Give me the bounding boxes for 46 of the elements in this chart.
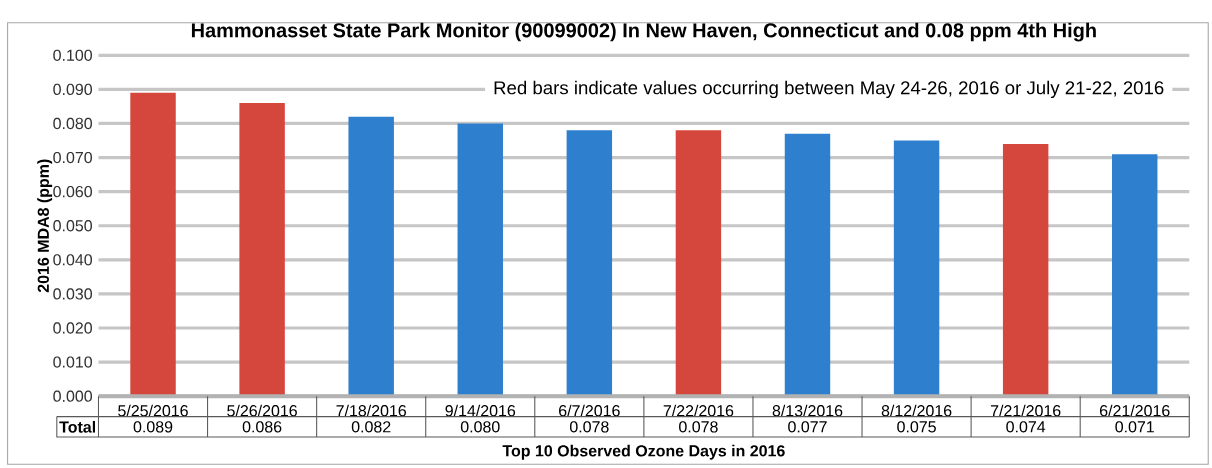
chart-title: Hammonasset State Park Monitor (90099002) In New Haven, Connecticut and 0.08 ppm 4th High [191, 22, 1096, 42]
x-tick-label: 7/18/2016 [336, 404, 407, 417]
y-tick-label: 0.040 [53, 254, 93, 266]
bar [675, 130, 722, 397]
y-tick-label: 0.090 [53, 83, 93, 95]
data-label: 0.089 [133, 421, 173, 433]
x-tick-label: 5/26/2016 [227, 404, 297, 417]
x-tick-label: 5/25/2016 [118, 404, 188, 417]
bar [784, 133, 831, 397]
x-tick-label: 8/13/2016 [772, 404, 843, 417]
x-tick-label: 9/14/2016 [445, 404, 516, 417]
bar [893, 140, 940, 397]
bar [1112, 154, 1158, 397]
x-tick-label: 6/7/2016 [559, 404, 620, 417]
data-label: 0.077 [788, 421, 827, 433]
data-label: 0.082 [351, 421, 391, 433]
x-tick-label: 7/21/2016 [990, 404, 1061, 417]
data-label: 0.078 [679, 421, 718, 433]
x-axis-title: Top 10 Observed Ozone Days in 2016 [502, 444, 785, 460]
y-tick-label: 0.000 [53, 390, 93, 402]
y-tick-label: 0.080 [53, 117, 93, 130]
y-tick-label: 0.020 [53, 322, 93, 334]
x-tick-label: 6/21/2016 [1099, 404, 1170, 417]
y-axis-title: 2016 MDA8 (ppm) [37, 159, 53, 293]
y-tick-label: 0.010 [53, 356, 93, 368]
data-label: 0.075 [897, 421, 936, 433]
data-label: 0.071 [1115, 421, 1154, 433]
bar [457, 123, 503, 397]
y-tick-label: 0.060 [53, 185, 93, 198]
data-label: 0.074 [1006, 421, 1046, 433]
data-label: 0.080 [460, 421, 500, 433]
data-label: 0.078 [569, 421, 609, 433]
y-tick-label: 0.070 [53, 151, 93, 164]
data-label: 0.086 [242, 421, 282, 433]
annotation: Red bars indicate values occurring between May 24-26, 2016 or July 21-22, 2016 [494, 80, 1164, 99]
bar [1002, 143, 1049, 397]
bar [239, 102, 285, 397]
y-tick-label: 0.050 [53, 220, 93, 232]
x-tick-label: 7/22/2016 [663, 404, 734, 417]
y-tick-label: 0.030 [53, 288, 93, 300]
bar [566, 130, 613, 397]
x-tick-label: 8/12/2016 [881, 404, 952, 417]
text: Total [59, 420, 96, 433]
bar [130, 92, 176, 397]
bar [348, 116, 394, 397]
y-tick-label: 0.100 [53, 49, 93, 61]
